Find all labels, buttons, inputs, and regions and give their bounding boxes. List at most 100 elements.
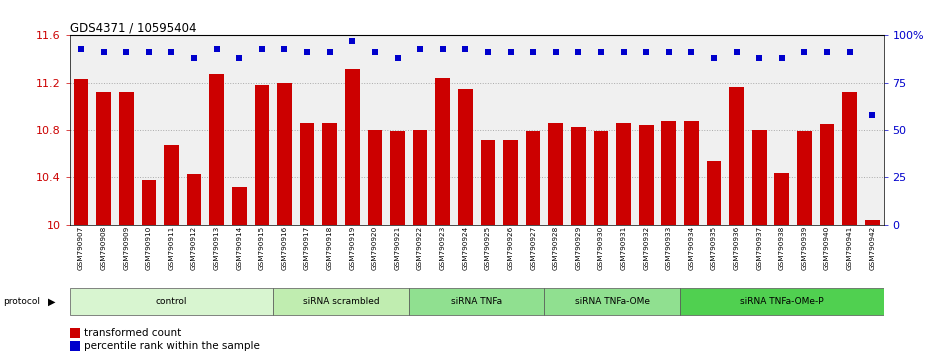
Point (707, 55, 722, 61)
Point (843, 50, 857, 55)
Point (323, 50, 338, 55)
Point (73, 46, 88, 51)
Point (232, 55, 246, 61)
Bar (70, 329, 80, 338)
Point (96, 50, 111, 55)
Text: GSM790913: GSM790913 (214, 226, 219, 270)
Text: GSM790922: GSM790922 (418, 226, 423, 270)
Text: siRNA TNFa-OMe-P: siRNA TNFa-OMe-P (740, 297, 824, 306)
Bar (684, 121, 698, 225)
Text: transformed count: transformed count (85, 328, 181, 338)
Bar (503, 139, 518, 225)
Point (164, 50, 179, 55)
Point (525, 50, 540, 55)
Bar (73, 79, 88, 225)
Bar (481, 139, 496, 225)
Bar (865, 220, 880, 225)
Text: GSM790924: GSM790924 (462, 226, 469, 270)
Point (549, 50, 564, 55)
Text: GSM790912: GSM790912 (191, 226, 197, 270)
Text: GSM790940: GSM790940 (824, 226, 830, 270)
Point (616, 50, 631, 55)
Bar (273, 288, 409, 315)
Text: GDS4371 / 10595404: GDS4371 / 10595404 (70, 21, 196, 34)
Bar (70, 288, 273, 315)
Text: GSM790932: GSM790932 (644, 226, 649, 270)
Bar (97, 92, 111, 225)
Bar (797, 131, 812, 225)
Bar (549, 123, 563, 225)
Text: percentile rank within the sample: percentile rank within the sample (85, 341, 260, 351)
Bar (119, 92, 134, 225)
Bar (209, 74, 224, 225)
Bar (525, 131, 540, 225)
Text: ▶: ▶ (48, 297, 56, 307)
Bar (593, 131, 608, 225)
Point (797, 50, 812, 55)
Text: GSM790939: GSM790939 (802, 226, 807, 270)
Text: GSM790909: GSM790909 (124, 226, 129, 270)
Bar (819, 124, 834, 225)
Point (775, 55, 790, 61)
Bar (843, 92, 857, 225)
Bar (707, 161, 722, 225)
Text: GSM790942: GSM790942 (870, 226, 875, 270)
Text: GSM790919: GSM790919 (350, 226, 355, 270)
Bar (409, 288, 544, 315)
Text: GSM790925: GSM790925 (485, 226, 491, 270)
Bar (164, 145, 179, 225)
Point (684, 50, 698, 55)
Bar (277, 83, 292, 225)
Point (593, 50, 608, 55)
Text: control: control (155, 297, 187, 306)
Bar (141, 180, 156, 225)
Point (639, 50, 654, 55)
Bar (255, 85, 269, 225)
Point (571, 50, 586, 55)
Text: GSM790914: GSM790914 (236, 226, 243, 270)
Point (390, 55, 405, 61)
Text: GSM790928: GSM790928 (552, 226, 559, 270)
Bar (775, 173, 790, 225)
Text: GSM790910: GSM790910 (146, 226, 152, 270)
Text: GSM790920: GSM790920 (372, 226, 378, 270)
Point (277, 46, 292, 51)
Bar (458, 88, 472, 225)
Bar (299, 123, 314, 225)
Text: siRNA TNFa: siRNA TNFa (451, 297, 502, 306)
Point (729, 50, 744, 55)
Bar (187, 174, 202, 225)
Point (413, 46, 428, 51)
Bar (345, 69, 360, 225)
Text: GSM790930: GSM790930 (598, 226, 604, 270)
Bar (232, 187, 246, 225)
Point (661, 50, 676, 55)
Text: GSM790941: GSM790941 (846, 226, 853, 270)
Bar (617, 123, 631, 225)
Text: GSM790931: GSM790931 (620, 226, 627, 270)
Point (435, 46, 450, 51)
Point (119, 50, 134, 55)
Point (458, 46, 472, 51)
Text: GSM790916: GSM790916 (282, 226, 287, 270)
Point (299, 50, 314, 55)
Point (209, 46, 224, 51)
Text: GSM790918: GSM790918 (326, 226, 333, 270)
Bar (413, 130, 428, 225)
Point (751, 55, 766, 61)
Bar (639, 125, 654, 225)
Bar (435, 78, 450, 225)
Point (865, 112, 880, 118)
Text: siRNA scrambled: siRNA scrambled (302, 297, 379, 306)
Bar (70, 341, 80, 351)
Point (367, 50, 382, 55)
Bar (571, 126, 586, 225)
Point (481, 50, 496, 55)
Bar (680, 288, 884, 315)
Text: GSM790915: GSM790915 (259, 226, 265, 270)
Text: GSM790917: GSM790917 (304, 226, 310, 270)
Point (503, 50, 518, 55)
Point (819, 50, 834, 55)
Text: GSM790936: GSM790936 (734, 226, 739, 270)
Text: GSM790908: GSM790908 (100, 226, 107, 270)
